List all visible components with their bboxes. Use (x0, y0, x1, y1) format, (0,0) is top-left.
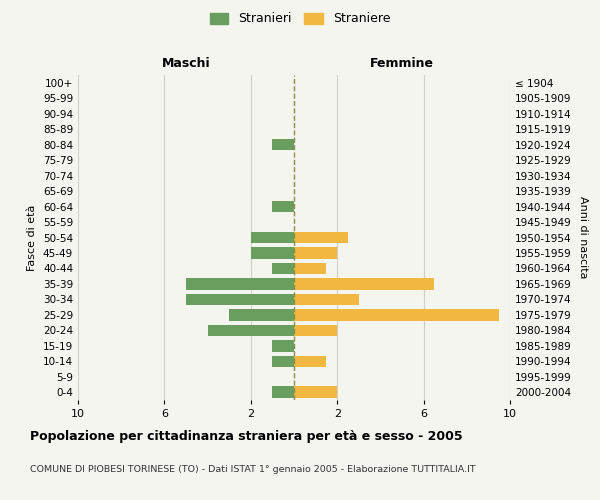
Bar (294, 278, 434, 289)
Bar (294, 324, 337, 336)
Y-axis label: Fasce di età: Fasce di età (28, 204, 37, 270)
Bar (272, 340, 294, 351)
Text: Popolazione per cittadinanza straniera per età e sesso - 2005: Popolazione per cittadinanza straniera p… (30, 430, 463, 443)
Text: Maschi: Maschi (161, 58, 211, 70)
Bar (186, 278, 294, 289)
Bar (294, 232, 348, 243)
Y-axis label: Anni di nascita: Anni di nascita (578, 196, 588, 279)
Bar (272, 200, 294, 212)
Bar (294, 309, 499, 320)
Text: Femmine: Femmine (370, 58, 434, 70)
Bar (294, 356, 326, 367)
Bar (251, 247, 294, 259)
Bar (272, 386, 294, 398)
Bar (272, 139, 294, 150)
Bar (208, 324, 294, 336)
Bar (272, 356, 294, 367)
Text: COMUNE DI PIOBESI TORINESE (TO) - Dati ISTAT 1° gennaio 2005 - Elaborazione TUTT: COMUNE DI PIOBESI TORINESE (TO) - Dati I… (30, 465, 476, 474)
Bar (251, 232, 294, 243)
Legend: Stranieri, Straniere: Stranieri, Straniere (206, 8, 394, 29)
Bar (294, 262, 326, 274)
Bar (294, 386, 337, 398)
Bar (229, 309, 294, 320)
Bar (294, 294, 359, 305)
Bar (272, 262, 294, 274)
Bar (186, 294, 294, 305)
Bar (294, 247, 337, 259)
